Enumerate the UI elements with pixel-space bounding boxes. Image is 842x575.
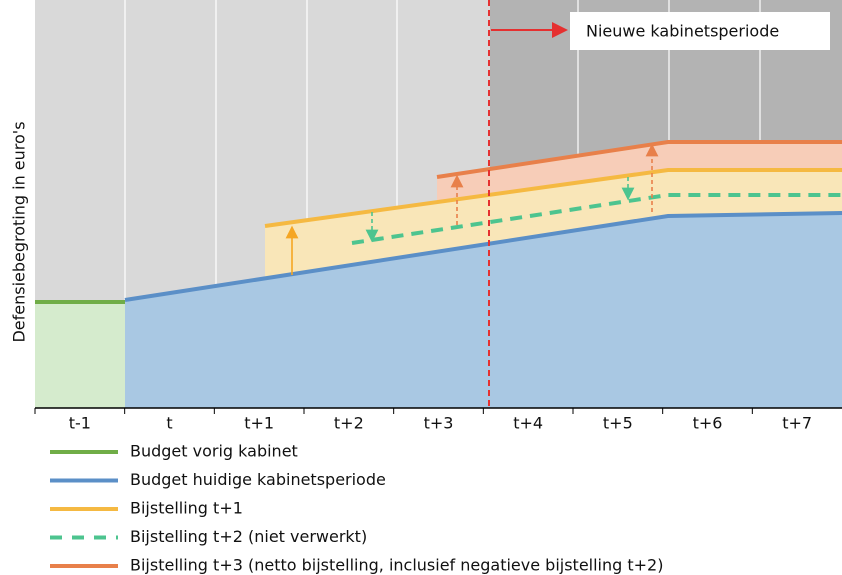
area-current xyxy=(125,213,842,408)
line-t2 xyxy=(351,193,842,245)
line-current xyxy=(124,211,842,302)
x-category: t-1 xyxy=(69,414,91,433)
x-category: t+1 xyxy=(244,414,274,433)
legend: Budget vorig kabinet Budget huidige kabin… xyxy=(50,442,663,575)
legend-label: Bijstelling t+2 (niet verwerkt) xyxy=(130,527,367,546)
annotation-box xyxy=(570,12,830,50)
x-category: t+5 xyxy=(603,414,633,433)
annotation: Nieuwe kabinetsperiode xyxy=(586,22,779,41)
y-axis-label: Defensiebegroting in euro's xyxy=(10,121,29,342)
adjustment-arrows xyxy=(285,143,659,275)
x-category: t+7 xyxy=(782,414,812,433)
x-category: t xyxy=(166,414,172,433)
x-category: t+3 xyxy=(424,414,454,433)
legend-label: Budget vorig kabinet xyxy=(130,442,298,461)
x-category: t+2 xyxy=(334,414,364,433)
x-category: t+6 xyxy=(693,414,723,433)
x-category: t+4 xyxy=(513,414,543,433)
legend-label: Bijstelling t+1 xyxy=(130,499,243,518)
legend-label: Bijstelling t+3 (netto bijstelling, incl… xyxy=(130,556,663,575)
x-categories: t-1 t t+1 t+2 t+3 t+4 t+5 t+6 t+7 xyxy=(34,408,812,433)
line-t3 xyxy=(436,140,842,179)
area-previous xyxy=(35,302,125,408)
legend-label: Budget huidige kabinetsperiode xyxy=(130,470,386,489)
line-t1 xyxy=(264,168,842,228)
